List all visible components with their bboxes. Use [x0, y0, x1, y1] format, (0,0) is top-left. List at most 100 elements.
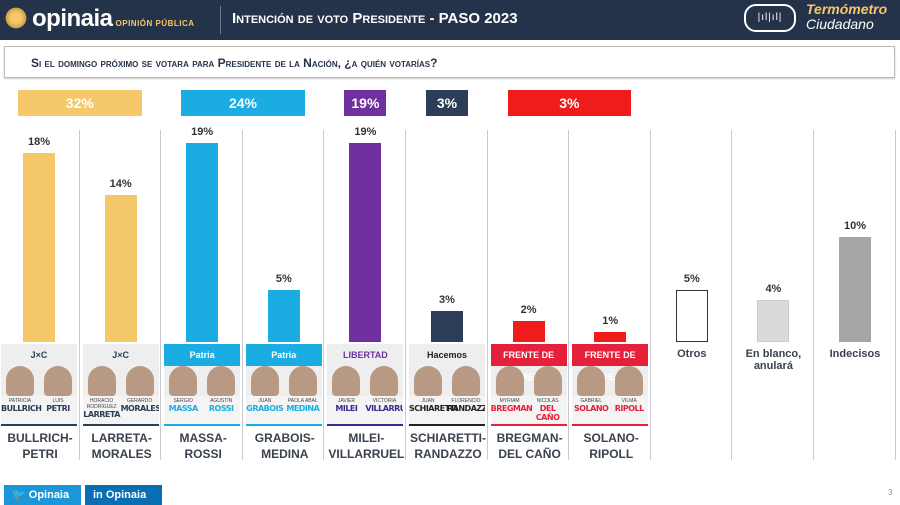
page-title: Intención de voto Presidente - PASO 2023 [232, 10, 518, 27]
formula-name: BULLRICH- PETRI [7, 431, 73, 461]
candidate-name: HORACIO RODRÍGUEZ LARRETA [83, 398, 120, 419]
candidate-name: MYRIAM BREGMAN [490, 398, 533, 413]
bar [349, 142, 382, 342]
party-logo: LIBERTAD [327, 344, 404, 366]
candidate-photo [250, 366, 279, 396]
candidate-photo [87, 366, 116, 396]
termometro-badge: Termómetro Ciudadano [806, 2, 887, 32]
twitter-link[interactable]: 🐦 Opinaia [4, 485, 81, 505]
party-total: 24% [181, 90, 305, 116]
data-label: 5% [275, 272, 292, 285]
party-logo: FRENTE DE IZQUIERDA [490, 344, 567, 382]
data-label: 1% [602, 314, 619, 327]
candidate-photos [409, 366, 485, 396]
data-label: 18% [27, 136, 51, 148]
candidate-name: JUAN GRABOIS [246, 398, 284, 413]
bar [23, 153, 55, 342]
candidate-name: GABRIEL SOLANO [574, 398, 609, 413]
party-logo: Patria [164, 344, 241, 366]
candidate-photo [414, 366, 442, 396]
candidate-photos [164, 366, 240, 396]
party-logo: J×C [1, 344, 77, 366]
party-logo: J×C [82, 344, 159, 366]
candidate-photos [327, 366, 403, 396]
candidate-photo [125, 366, 154, 396]
party-logo: Patria [245, 344, 322, 366]
candidate-photos [491, 366, 567, 396]
column-divider [731, 130, 733, 460]
header-bar: opinaia OPINIÓN PÚBLICA Intención de voto… [0, 0, 900, 40]
sun-logo-icon [4, 6, 28, 30]
brand-name: opinaia [32, 5, 113, 32]
category-name: En blanco, anulará [745, 348, 802, 372]
brand-subtitle: OPINIÓN PÚBLICA [115, 19, 195, 28]
category-name: Otros [677, 348, 707, 360]
column-divider [323, 130, 325, 460]
data-label: 14% [109, 178, 132, 190]
speech-bubble-icon: |ıl|ıl| [744, 4, 796, 32]
twitter-label: Opinaia [28, 489, 70, 501]
candidate-name: FLORENCIORANDAZZO [447, 398, 485, 413]
formula-name: BREGMAN- DEL CAÑO [496, 431, 563, 461]
candidate-card: FRENTE DE IZQUIERDA GABRIEL SOLANO VILMA RIP… [572, 344, 649, 426]
bar [104, 195, 137, 342]
candidate-card: J×C PATRICIA BULLRICH LUIS PETRI [1, 344, 77, 426]
candidate-photos [572, 366, 648, 396]
party-total: 19% [344, 90, 387, 116]
bar [512, 321, 545, 342]
formula-name: GRABOIS- MEDINA [254, 431, 315, 461]
column-divider [813, 130, 814, 460]
candidate-name: JAVIER MILEI [335, 398, 358, 413]
bar [839, 237, 871, 342]
candidate-photo [577, 366, 606, 396]
candidate-name: VICTORIAVILLARRUEL [365, 398, 404, 413]
candidate-photo [615, 366, 644, 396]
data-label: 19% [354, 125, 377, 138]
column-divider [568, 130, 570, 460]
linkedin-link[interactable]: in Opinaia [85, 485, 162, 505]
column-divider [405, 130, 406, 460]
candidate-name: PAOLA ABAL MEDINA [286, 398, 320, 413]
party-logo: Hacemos [409, 344, 485, 366]
candidate-card: Patria SERGIO MASSA AGUSTÍN ROSSI [164, 344, 241, 426]
candidate-photo [288, 366, 317, 396]
data-label: 3% [439, 293, 455, 306]
category-name: Indecisos [829, 348, 881, 360]
candidate-photos [83, 366, 159, 396]
candidate-photos [1, 366, 77, 396]
opinaia-logo: opinaia OPINIÓN PÚBLICA [4, 5, 195, 33]
formula-name: MILEI- VILLARRUEL [328, 431, 405, 461]
candidate-name: LUIS PETRI [46, 398, 70, 413]
bar [757, 300, 790, 342]
bar [186, 142, 219, 342]
data-label: 4% [765, 283, 782, 295]
candidate-photo [370, 366, 399, 396]
formula-name: LARRETA- MORALES [91, 431, 152, 461]
column-divider [649, 130, 651, 460]
formula-name: SOLANO- RIPOLL [583, 431, 639, 461]
candidate-photo [44, 366, 72, 396]
badge-top: Termómetro [806, 1, 888, 17]
candidate-name: AGUSTÍN ROSSI [208, 398, 234, 413]
candidate-photo [207, 366, 236, 396]
linkedin-label: Opinaia [105, 489, 147, 501]
candidate-name: NICOLÁS DEL CAÑO [535, 398, 560, 422]
column-divider [241, 130, 243, 460]
data-label: 5% [683, 272, 700, 285]
question-box: Si el domingo próximo se votara para Pre… [4, 46, 895, 78]
column-divider [78, 130, 80, 460]
candidate-card: FRENTE DE IZQUIERDA MYRIAM BREGMAN NICOLÁS D… [490, 344, 567, 426]
candidate-card: Patria JUAN GRABOIS PAOLA ABAL MEDINA [245, 344, 322, 426]
column-divider [894, 130, 896, 460]
candidate-name: JUAN SCHIARETTI [409, 398, 458, 413]
data-label: 10% [843, 220, 867, 232]
candidate-photo [533, 366, 562, 396]
candidate-card: J×C HORACIO RODRÍGUEZ LARRETA GERARDO MORALE… [82, 344, 159, 426]
party-total: 32% [18, 90, 142, 116]
party-total: 3% [426, 90, 468, 116]
candidate-photo [169, 366, 198, 396]
column-divider [486, 130, 488, 460]
candidate-name: SERGIO MASSA [168, 398, 199, 413]
question-text: Si el domingo próximo se votara para Pre… [31, 56, 438, 70]
